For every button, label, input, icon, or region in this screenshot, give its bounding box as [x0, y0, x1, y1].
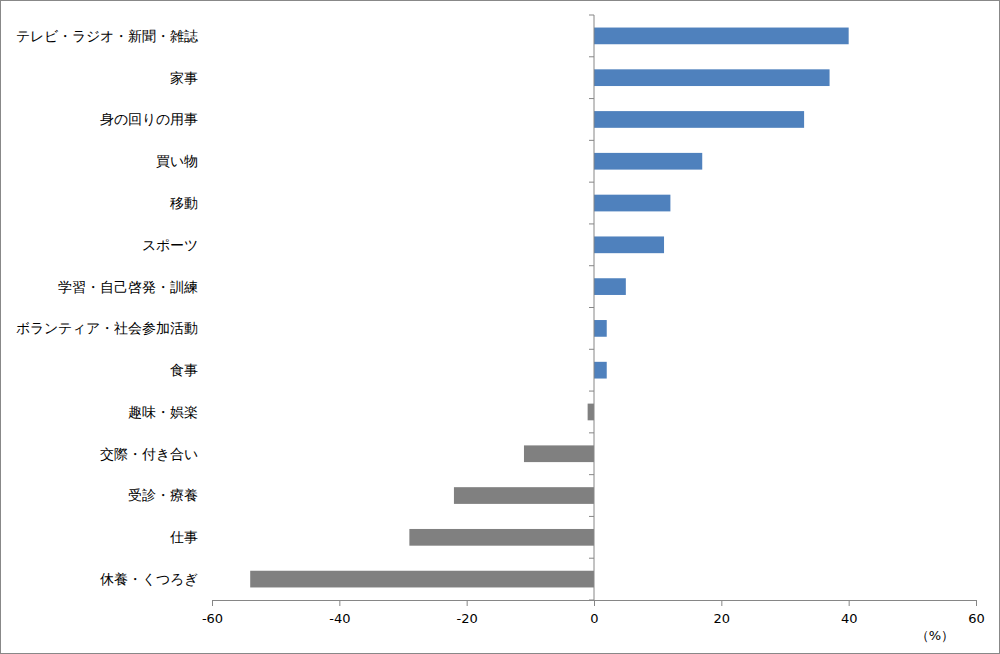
bar: [454, 487, 594, 504]
category-label: テレビ・ラジオ・新聞・雑誌: [16, 28, 198, 44]
x-tick-label: 40: [841, 611, 858, 626]
x-tick: -20: [457, 600, 478, 626]
category-tick: [589, 474, 594, 475]
category-label: 趣味・娯楽: [128, 404, 198, 420]
category-label: スポーツ: [142, 237, 198, 253]
bar: [588, 404, 594, 421]
bar: [594, 278, 626, 295]
category-tick: [589, 98, 594, 99]
category-label: 学習・自己啓発・訓練: [58, 279, 198, 295]
bar: [594, 111, 804, 128]
bar: [524, 445, 594, 462]
bar: [594, 69, 830, 86]
bar: [594, 236, 664, 253]
x-tick-label: 20: [714, 611, 731, 626]
x-axis: -60 -40 -20 0 20 40 60: [202, 600, 985, 626]
category-tick: [589, 516, 594, 517]
x-tick: 0: [590, 600, 598, 626]
category-label: 買い物: [156, 153, 198, 169]
x-tick-mark: [212, 600, 213, 606]
x-tick-label: 60: [968, 611, 985, 626]
x-tick: 60: [968, 600, 985, 626]
bar: [594, 320, 607, 337]
bar: [594, 362, 607, 379]
category-label: 交際・付き合い: [100, 446, 198, 462]
chart: テレビ・ラジオ・新聞・雑誌家事身の回りの用事買い物移動スポーツ学習・自己啓発・訓…: [0, 0, 1000, 654]
frame: [1, 1, 1000, 654]
x-tick: 20: [714, 600, 731, 626]
category-tick: [589, 307, 594, 308]
category-tick: [589, 223, 594, 224]
category-tick: [589, 56, 594, 57]
bars: [250, 28, 848, 588]
category-label: ボランティア・社会参加活動: [16, 320, 198, 336]
x-tick-mark: [849, 600, 850, 606]
x-tick-mark: [594, 600, 595, 606]
category-axis: [589, 15, 594, 600]
bar: [594, 28, 849, 45]
category-tick: [589, 265, 594, 266]
category-tick: [589, 140, 594, 141]
x-tick-mark: [721, 600, 722, 606]
category-label: 休養・くつろぎ: [100, 571, 198, 587]
category-tick: [589, 15, 594, 16]
bar: [594, 195, 670, 212]
category-tick: [589, 558, 594, 559]
category-tick: [589, 391, 594, 392]
x-tick: 40: [841, 600, 858, 626]
category-label: 受診・療養: [128, 487, 198, 503]
bar: [594, 153, 702, 170]
x-tick-label: -20: [457, 611, 478, 626]
x-tick-mark: [976, 600, 977, 606]
category-tick: [589, 349, 594, 350]
category-tick: [589, 432, 594, 433]
x-tick-mark: [467, 600, 468, 606]
x-tick-label: -40: [329, 611, 350, 626]
x-axis-label: （%）: [916, 628, 954, 643]
category-label: 身の回りの用事: [100, 111, 198, 127]
category-label: 食事: [170, 362, 198, 378]
x-tick-mark: [339, 600, 340, 606]
category-tick: [589, 182, 594, 183]
bar: [409, 529, 594, 546]
bar: [250, 571, 594, 588]
x-tick-label: -60: [202, 611, 223, 626]
category-label: 仕事: [169, 529, 198, 545]
x-tick: -40: [329, 600, 350, 626]
x-tick: -60: [202, 600, 223, 626]
x-tick-label: 0: [590, 611, 598, 626]
category-label: 移動: [170, 195, 198, 211]
category-label: 家事: [170, 70, 198, 86]
